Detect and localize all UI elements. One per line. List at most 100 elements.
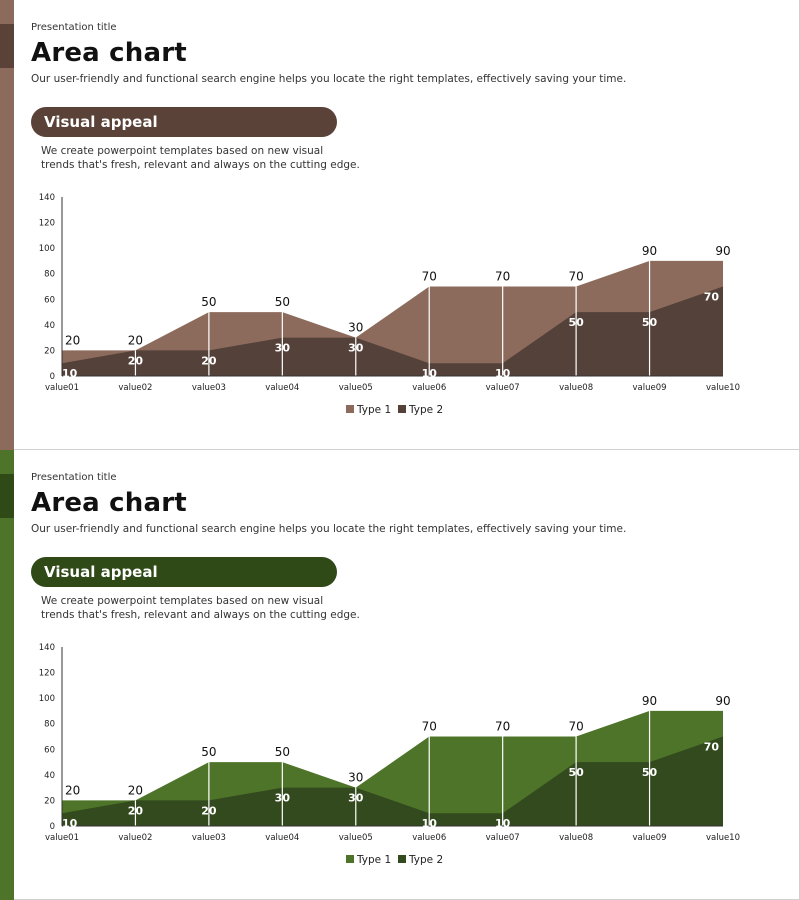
data-label-type-2: 50	[568, 766, 584, 779]
data-label-type-1: 30	[348, 321, 363, 335]
presentation-title: Presentation title	[31, 22, 117, 33]
y-tick-label: 0	[50, 822, 55, 832]
data-label-type-1: 90	[642, 694, 657, 708]
data-label-type-1: 90	[715, 244, 730, 258]
data-label-type-1: 30	[348, 771, 363, 785]
x-tick-label: value08	[559, 833, 593, 843]
x-tick-label: value04	[265, 383, 299, 393]
legend-swatch-type-2	[398, 405, 406, 413]
data-label-type-2: 70	[704, 741, 720, 754]
description: We create powerpoint templates based on …	[41, 594, 381, 622]
data-label-type-2: 30	[275, 792, 291, 805]
legend-label-type-2: Type 2	[408, 854, 443, 866]
description-line-1: We create powerpoint templates based on …	[41, 145, 324, 157]
x-tick-label: value03	[192, 833, 226, 843]
x-tick-label: value02	[118, 383, 152, 393]
data-label-type-2: 10	[422, 817, 438, 830]
y-tick-label: 100	[39, 244, 55, 254]
description-line-2: trends that's fresh, relevant and always…	[41, 609, 360, 621]
data-label-type-1: 20	[65, 783, 80, 797]
data-label-type-1: 70	[495, 270, 510, 284]
legend-swatch-type-2	[398, 855, 406, 863]
x-tick-label: value02	[118, 833, 152, 843]
side-accent-bar-dark	[0, 474, 14, 518]
y-tick-label: 20	[44, 796, 55, 806]
description: We create powerpoint templates based on …	[41, 144, 381, 172]
y-tick-label: 120	[39, 669, 55, 679]
description-line-2: trends that's fresh, relevant and always…	[41, 159, 360, 171]
description-line-1: We create powerpoint templates based on …	[41, 595, 324, 607]
data-label-type-1: 90	[642, 244, 657, 258]
y-tick-label: 140	[39, 643, 55, 653]
slide-title: Area chart	[31, 488, 187, 518]
y-tick-label: 80	[44, 720, 55, 730]
area-type-2	[62, 286, 723, 376]
data-label-type-1: 70	[568, 270, 583, 284]
legend-label-type-2: Type 2	[408, 404, 443, 416]
legend-swatch-type-1	[346, 405, 354, 413]
slide-subtitle: Our user-friendly and functional search …	[31, 73, 627, 85]
y-tick-label: 60	[44, 295, 55, 305]
data-label-type-2: 10	[62, 817, 78, 830]
x-tick-label: value10	[706, 383, 740, 393]
data-label-type-1: 50	[275, 745, 290, 759]
presentation-title: Presentation title	[31, 472, 117, 483]
data-label-type-2: 20	[128, 354, 144, 367]
data-label-type-1: 50	[201, 745, 216, 759]
y-tick-label: 40	[44, 771, 55, 781]
y-tick-label: 80	[44, 270, 55, 280]
y-tick-label: 140	[39, 193, 55, 203]
x-tick-label: value09	[633, 383, 667, 393]
area-chart: 0 20 40 60 80 100 120 140 value01 value02 value03 v…	[39, 643, 740, 866]
x-tick-label: value10	[706, 833, 740, 843]
data-label-type-1: 70	[568, 720, 583, 734]
legend-label-type-1: Type 1	[356, 404, 391, 416]
data-label-type-2: 30	[348, 792, 364, 805]
data-label-type-1: 20	[65, 333, 80, 347]
x-tick-label: value07	[486, 833, 520, 843]
y-tick-label: 0	[50, 372, 55, 382]
x-tick-label: value06	[412, 833, 446, 843]
slide-subtitle: Our user-friendly and functional search …	[31, 523, 627, 535]
x-tick-label: value03	[192, 383, 226, 393]
data-label-type-2: 70	[704, 291, 720, 304]
data-label-type-2: 20	[201, 354, 217, 367]
data-label-type-2: 10	[495, 817, 511, 830]
data-label-type-1: 90	[715, 694, 730, 708]
data-label-type-1: 70	[422, 720, 437, 734]
data-label-type-2: 50	[568, 316, 584, 329]
slide-brown: Presentation title Area chart Our user-f…	[0, 0, 800, 450]
data-label-type-1: 70	[422, 270, 437, 284]
legend-label-type-1: Type 1	[356, 854, 391, 866]
x-tick-label: value05	[339, 383, 373, 393]
visual-appeal-pill: Visual appeal	[31, 557, 337, 587]
y-tick-label: 100	[39, 694, 55, 704]
data-label-type-2: 50	[642, 316, 658, 329]
x-tick-label: value06	[412, 383, 446, 393]
y-tick-label: 60	[44, 745, 55, 755]
x-tick-label: value04	[265, 833, 299, 843]
x-tick-label: value01	[45, 833, 79, 843]
data-label-type-1: 50	[201, 295, 216, 309]
visual-appeal-pill: Visual appeal	[31, 107, 337, 137]
data-label-type-2: 30	[348, 342, 364, 355]
y-tick-label: 120	[39, 219, 55, 229]
side-accent-bar	[0, 0, 14, 450]
data-label-type-1: 70	[495, 720, 510, 734]
data-label-type-2: 50	[642, 766, 658, 779]
slide-green: Presentation title Area chart Our user-f…	[0, 450, 800, 900]
data-label-type-2: 30	[275, 342, 291, 355]
data-label-type-2: 10	[62, 367, 78, 380]
y-tick-label: 40	[44, 321, 55, 331]
y-tick-label: 20	[44, 346, 55, 356]
x-tick-label: value05	[339, 833, 373, 843]
data-label-type-2: 20	[201, 804, 217, 817]
x-tick-label: value01	[45, 383, 79, 393]
x-tick-label: value07	[486, 383, 520, 393]
data-label-type-2: 20	[128, 804, 144, 817]
area-type-2	[62, 736, 723, 826]
x-tick-label: value09	[633, 833, 667, 843]
legend-swatch-type-1	[346, 855, 354, 863]
side-accent-bar-dark	[0, 24, 14, 68]
data-label-type-1: 50	[275, 295, 290, 309]
